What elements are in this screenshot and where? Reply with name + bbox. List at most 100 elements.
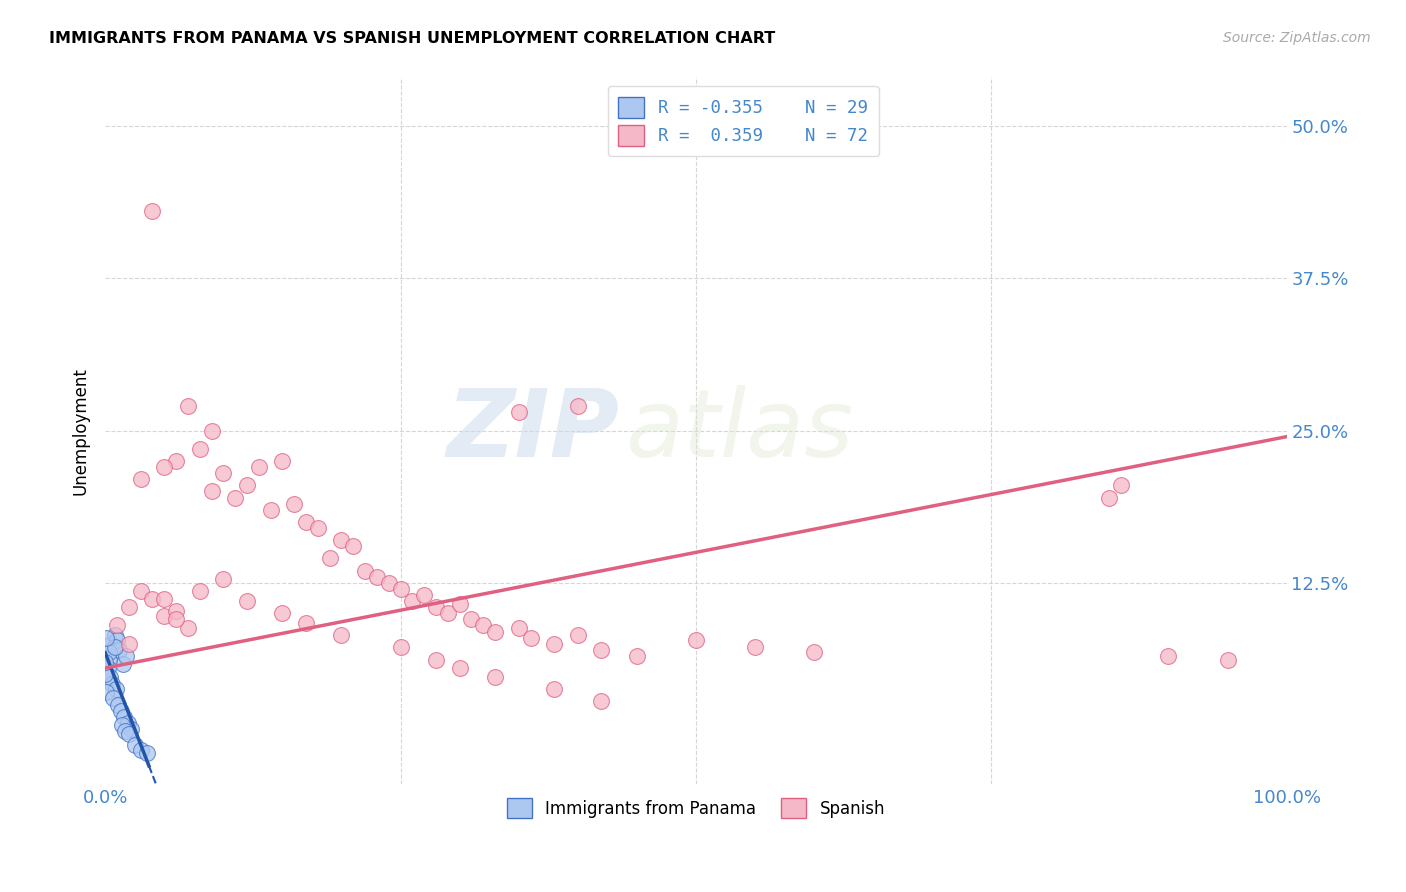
Point <box>97 652 120 666</box>
Point <box>108 642 131 657</box>
Point <box>129 472 152 486</box>
Point <box>177 621 200 635</box>
Point <box>389 582 412 596</box>
Point <box>567 628 589 642</box>
Point <box>118 600 141 615</box>
Point <box>104 640 127 655</box>
Point <box>101 677 124 691</box>
Point <box>114 724 136 739</box>
Point <box>112 710 135 724</box>
Point <box>98 669 121 683</box>
Point <box>129 742 152 756</box>
Point <box>165 604 187 618</box>
Point <box>111 718 134 732</box>
Point <box>105 618 128 632</box>
Point <box>295 615 318 630</box>
Point <box>449 661 471 675</box>
Point <box>449 597 471 611</box>
Point <box>177 399 200 413</box>
Text: IMMIGRANTS FROM PANAMA VS SPANISH UNEMPLOYMENT CORRELATION CHART: IMMIGRANTS FROM PANAMA VS SPANISH UNEMPL… <box>49 31 776 46</box>
Point <box>271 606 294 620</box>
Point <box>401 594 423 608</box>
Text: ZIP: ZIP <box>446 384 619 476</box>
Point <box>484 669 506 683</box>
Point <box>247 460 270 475</box>
Point <box>103 691 125 706</box>
Point <box>803 645 825 659</box>
Point <box>543 637 565 651</box>
Point <box>460 612 482 626</box>
Point <box>626 648 648 663</box>
Point <box>366 570 388 584</box>
Point <box>236 594 259 608</box>
Point <box>153 591 176 606</box>
Point <box>508 621 530 635</box>
Point <box>200 424 222 438</box>
Point <box>436 606 458 620</box>
Point <box>330 533 353 548</box>
Point <box>591 642 613 657</box>
Point <box>224 491 246 505</box>
Point <box>295 515 318 529</box>
Point <box>104 681 127 696</box>
Text: atlas: atlas <box>626 385 853 476</box>
Point <box>519 631 541 645</box>
Point <box>118 727 141 741</box>
Point <box>165 612 187 626</box>
Point <box>472 618 495 632</box>
Legend: Immigrants from Panama, Spanish: Immigrants from Panama, Spanish <box>501 791 891 825</box>
Point <box>100 637 122 651</box>
Point <box>1157 648 1180 663</box>
Point <box>543 681 565 696</box>
Point <box>188 442 211 456</box>
Point <box>1109 478 1132 492</box>
Point <box>389 640 412 655</box>
Point <box>354 564 377 578</box>
Point <box>105 633 128 648</box>
Point <box>107 698 129 712</box>
Point <box>685 633 707 648</box>
Point <box>212 467 235 481</box>
Point <box>236 478 259 492</box>
Point <box>413 588 436 602</box>
Point <box>307 521 329 535</box>
Point <box>330 628 353 642</box>
Point <box>104 628 127 642</box>
Point <box>97 661 120 675</box>
Text: Source: ZipAtlas.com: Source: ZipAtlas.com <box>1223 31 1371 45</box>
Point <box>1098 491 1121 505</box>
Point <box>153 460 176 475</box>
Point <box>484 624 506 639</box>
Point <box>110 704 132 718</box>
Point <box>283 497 305 511</box>
Point <box>200 484 222 499</box>
Point <box>591 694 613 708</box>
Point <box>1216 652 1239 666</box>
Point <box>111 657 134 672</box>
Point <box>377 575 399 590</box>
Point <box>96 685 118 699</box>
Point <box>271 454 294 468</box>
Point <box>115 648 138 663</box>
Point <box>94 655 117 669</box>
Point <box>188 584 211 599</box>
Point <box>118 637 141 651</box>
Point <box>425 600 447 615</box>
Point <box>124 738 146 752</box>
Point <box>135 746 157 760</box>
Point <box>508 405 530 419</box>
Point <box>318 551 340 566</box>
Point <box>141 591 163 606</box>
Point <box>96 631 118 645</box>
Point <box>259 502 281 516</box>
Point <box>165 454 187 468</box>
Point <box>744 640 766 655</box>
Point <box>567 399 589 413</box>
Point <box>212 572 235 586</box>
Point <box>94 667 117 681</box>
Y-axis label: Unemployment: Unemployment <box>72 367 89 494</box>
Point <box>425 652 447 666</box>
Point <box>342 539 364 553</box>
Point <box>129 584 152 599</box>
Point <box>141 204 163 219</box>
